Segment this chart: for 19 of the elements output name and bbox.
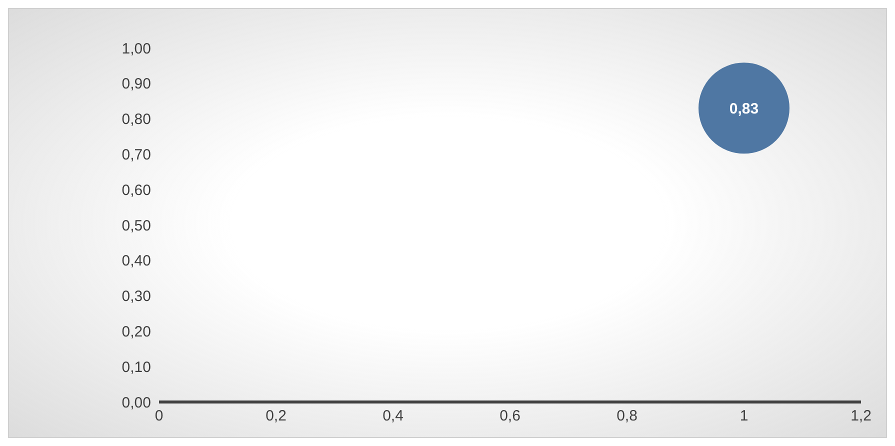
y-tick-label: 0,30 xyxy=(122,288,151,306)
x-tick-label: 1 xyxy=(740,408,748,425)
y-tick-label: 0,20 xyxy=(122,324,151,341)
y-tick-label: 0,60 xyxy=(122,182,151,199)
y-tick-label: 0,40 xyxy=(122,252,151,270)
y-tick-label: 1,00 xyxy=(122,40,151,58)
y-tick-label: 0,10 xyxy=(122,358,151,376)
y-tick-label: 0,00 xyxy=(122,394,151,412)
y-tick-label: 0,50 xyxy=(122,217,151,234)
x-tick-label: 0 xyxy=(154,408,164,425)
x-tick-label: 0,2 xyxy=(266,408,286,425)
x-tick-label: 0,6 xyxy=(500,408,520,425)
y-tick-label: 0,70 xyxy=(122,146,151,164)
x-tick-label: 1,2 xyxy=(850,408,872,425)
x-tick-label: 0,8 xyxy=(616,408,638,425)
y-tick-label: 0,90 xyxy=(122,76,151,93)
y-tick-label: 0,80 xyxy=(122,111,151,128)
x-tick-label: 0,4 xyxy=(382,408,404,425)
data-label: 0,83 xyxy=(729,100,759,118)
